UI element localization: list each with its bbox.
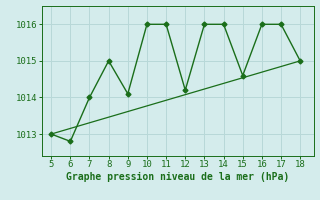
X-axis label: Graphe pression niveau de la mer (hPa): Graphe pression niveau de la mer (hPa) xyxy=(66,172,289,182)
